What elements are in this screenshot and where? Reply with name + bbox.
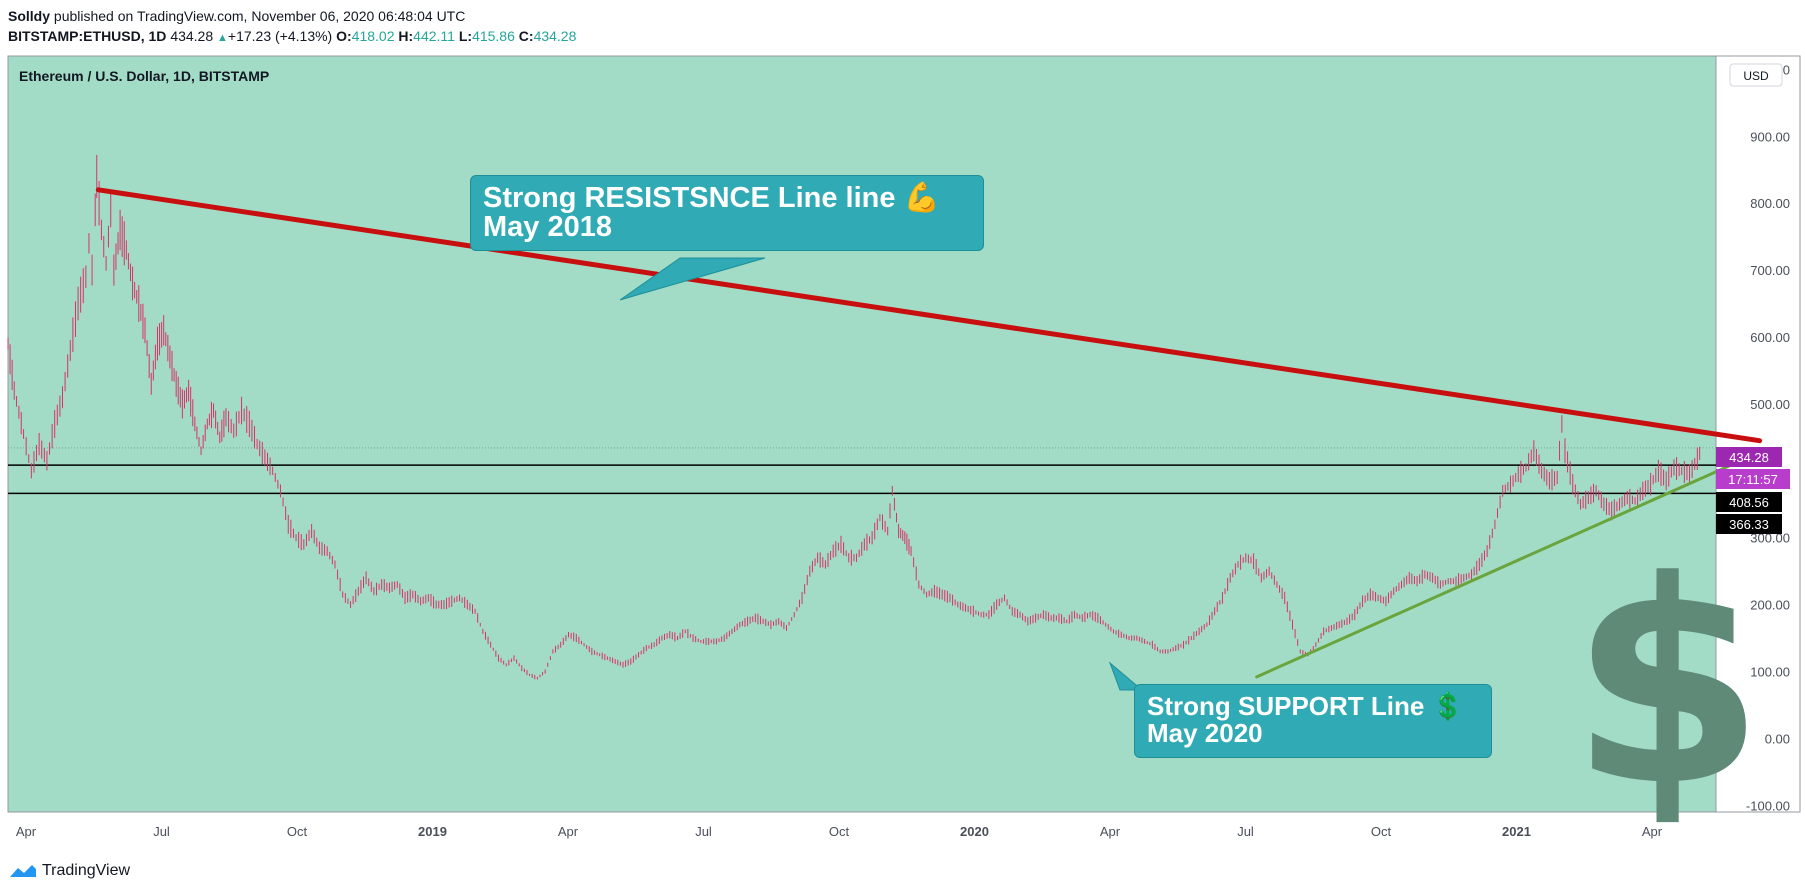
y-tick-label: -100.00: [1746, 798, 1790, 813]
y-tick-label: 800.00: [1750, 196, 1790, 211]
level-upper-tag-text: 408.56: [1729, 495, 1769, 510]
chart-title: Ethereum / U.S. Dollar, 1D, BITSTAMP: [19, 68, 269, 84]
price-change: +17.23 (+4.13%): [227, 28, 333, 44]
resistance-trendline[interactable]: [95, 187, 1763, 444]
y-tick-label: 100.00: [1750, 665, 1790, 680]
x-tick-label: Jul: [153, 824, 170, 839]
y-tick-label: 900.00: [1750, 129, 1790, 144]
support-callout-line2: May 2020: [1147, 718, 1263, 748]
countdown-tag: [1716, 469, 1790, 489]
x-tick-label: Apr: [558, 824, 579, 839]
countdown-tag-text: 17:11:57: [1728, 472, 1778, 487]
price-candles: [7, 154, 1701, 680]
x-tick-label: Jul: [1237, 824, 1254, 839]
resistance-callout[interactable]: Strong RESISTSNCE Line line 💪 May 2018: [470, 175, 984, 251]
resistance-callout-line1: Strong RESISTSNCE Line line 💪: [483, 182, 940, 214]
tradingview-cloud-icon: [10, 865, 36, 877]
resistance-callout-pointer: [619, 257, 766, 301]
close-label: C:: [518, 28, 534, 44]
dollar-sign-icon: $: [1570, 522, 1765, 848]
x-axis-ticks: Apr Jul Oct 2019 Apr Jul Oct 2020 Apr Jul Oct 2021 A…: [16, 824, 1663, 839]
high-label: H:: [398, 28, 414, 44]
y-tick-label: 600.00: [1750, 330, 1790, 345]
last-price: 434.28: [170, 28, 214, 44]
high-value: 442.11: [413, 28, 455, 44]
x-tick-label: Apr: [1100, 824, 1121, 839]
open-label: O:: [336, 28, 352, 44]
symbol-info: BITSTAMP:ETHUSD, 1D 434.28 ▲+17.23 (+4.1…: [8, 26, 576, 48]
y-tick-label: 300.00: [1750, 531, 1790, 546]
level-lower-tag: [1716, 514, 1782, 534]
tradingview-brand: TradingView: [42, 862, 131, 879]
x-tick-label: Oct: [829, 824, 850, 839]
x-tick-label: Apr: [1642, 824, 1663, 839]
chart-header: Solldy published on TradingView.com, Nov…: [8, 6, 576, 48]
symbol-name: BITSTAMP:ETHUSD, 1D: [8, 28, 167, 44]
open-value: 418.02: [351, 28, 395, 44]
support-trendline[interactable]: [1255, 461, 1738, 679]
up-arrow-icon: ▲: [217, 32, 228, 44]
x-tick-label: 2021: [1502, 824, 1531, 839]
publish-date: published on TradingView.com, November 0…: [53, 8, 466, 24]
x-tick-label: 2020: [960, 824, 989, 839]
last-price-tag: [1716, 447, 1782, 467]
x-tick-label: Jul: [695, 824, 712, 839]
low-label: L:: [458, 28, 473, 44]
level-upper-tag: [1716, 492, 1782, 512]
y-tick-label: 500.00: [1750, 397, 1790, 412]
y-tick-label: 200.00: [1750, 598, 1790, 613]
author-name[interactable]: Solldy: [8, 8, 51, 24]
level-lower-tag-text: 366.33: [1729, 517, 1769, 532]
low-value: 415.86: [472, 28, 515, 44]
support-callout-line1: Strong SUPPORT Line 💲: [1147, 691, 1464, 721]
support-callout-pointer: [1108, 661, 1144, 691]
last-price-tag-text: 434.28: [1729, 450, 1769, 465]
x-tick-label: Oct: [287, 824, 308, 839]
x-tick-label: Oct: [1371, 824, 1392, 839]
x-tick-label: Apr: [16, 824, 37, 839]
close-value: 434.28: [533, 28, 577, 44]
y-tick-label: 0.00: [1765, 731, 1790, 746]
tradingview-logo[interactable]: TradingView: [8, 862, 130, 880]
support-callout[interactable]: Strong SUPPORT Line 💲 May 2020: [1134, 684, 1492, 758]
currency-badge[interactable]: [1729, 63, 1783, 87]
resistance-callout-line2: May 2018: [483, 211, 612, 243]
y-tick-label: 700.00: [1750, 263, 1790, 278]
publish-info: Solldy published on TradingView.com, Nov…: [8, 6, 576, 26]
x-tick-label: 2019: [418, 824, 447, 839]
currency-label: USD: [1743, 69, 1769, 83]
